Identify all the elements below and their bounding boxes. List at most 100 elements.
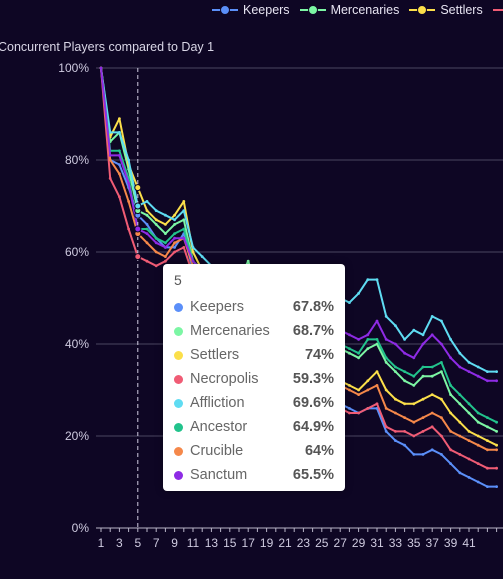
data-point-sanctum xyxy=(99,66,103,70)
data-point-crucible xyxy=(357,393,360,396)
data-point-settlers xyxy=(458,420,462,424)
tooltip-row: Keepers 67.8% xyxy=(174,295,334,319)
data-point-mercenaries xyxy=(412,384,416,387)
data-point-affliction xyxy=(421,333,425,337)
data-point-necropolis xyxy=(384,425,388,429)
data-point-keepers xyxy=(476,480,480,484)
data-point-affliction xyxy=(458,351,462,355)
data-point-settlers xyxy=(394,397,397,401)
data-point-crucible xyxy=(430,411,434,415)
crosshair xyxy=(134,68,142,528)
data-point-sanctum xyxy=(384,338,388,341)
data-point-sanctum xyxy=(421,342,425,346)
data-point-sanctum xyxy=(127,181,130,185)
data-point-affliction xyxy=(173,218,177,222)
tooltip-series-value: 67.8% xyxy=(292,299,334,315)
data-point-ancestor xyxy=(440,361,443,364)
data-point-crucible xyxy=(348,388,351,392)
data-point-affliction xyxy=(449,338,452,341)
data-point-settlers xyxy=(495,443,498,447)
data-point-keepers xyxy=(458,471,462,475)
legend-item-partial[interactable] xyxy=(492,4,503,16)
legend-item-settlers[interactable]: Settlers xyxy=(409,3,483,17)
data-point-ancestor xyxy=(357,351,360,355)
crosshair-marker-necropolis xyxy=(134,253,142,261)
data-point-settlers xyxy=(430,393,434,396)
data-point-necropolis xyxy=(458,453,462,456)
x-tick-label: 1 xyxy=(98,536,105,550)
data-point-mercenaries xyxy=(486,425,489,429)
data-point-affliction xyxy=(145,200,149,203)
data-point-settlers xyxy=(403,402,406,406)
y-tick-label: 20% xyxy=(65,429,89,443)
data-point-ancestor xyxy=(375,338,379,341)
data-point-settlers xyxy=(449,411,452,415)
tooltip-series-name: Ancestor xyxy=(190,419,248,435)
data-point-mercenaries xyxy=(246,259,250,263)
data-point-necropolis xyxy=(127,227,130,231)
data-point-affliction xyxy=(182,209,186,213)
data-point-crucible xyxy=(384,407,388,410)
y-tick-label: 100% xyxy=(58,61,89,75)
data-point-keepers xyxy=(384,430,388,433)
data-point-settlers xyxy=(384,388,388,392)
x-tick-label: 11 xyxy=(187,536,200,550)
chart-title: Concurrent Players compared to Day 1 xyxy=(0,40,215,54)
data-point-sanctum xyxy=(375,319,379,323)
data-point-necropolis xyxy=(182,246,186,249)
data-point-sanctum xyxy=(191,259,195,263)
x-tick-label: 23 xyxy=(297,536,311,550)
data-point-sanctum xyxy=(449,356,452,360)
tooltip-series-name: Affliction xyxy=(190,395,245,411)
data-point-sanctum xyxy=(403,351,406,355)
data-point-sanctum xyxy=(173,236,177,240)
x-tick-label: 35 xyxy=(407,536,421,550)
legend-swatch-icon xyxy=(409,4,436,16)
x-tick-label: 9 xyxy=(171,536,178,550)
x-tick-label: 13 xyxy=(205,536,219,550)
data-point-mercenaries xyxy=(403,379,406,383)
data-point-settlers xyxy=(164,223,167,226)
x-tick-label: 31 xyxy=(370,536,384,550)
data-point-mercenaries xyxy=(173,223,177,226)
data-point-crucible xyxy=(495,448,498,452)
data-point-crucible xyxy=(421,416,425,419)
data-point-keepers xyxy=(412,453,416,456)
x-tick-label: 41 xyxy=(462,536,476,550)
chart-legend: Keepers Mercenaries Settlers xyxy=(212,2,503,18)
data-point-sanctum xyxy=(430,333,434,337)
tooltip-series-value: 59.3% xyxy=(292,371,334,387)
data-point-ancestor xyxy=(154,236,158,240)
data-point-settlers xyxy=(375,370,379,373)
data-point-affliction xyxy=(467,361,471,364)
legend-label: Settlers xyxy=(440,3,483,17)
data-point-ancestor xyxy=(348,347,351,350)
legend-item-mercenaries[interactable]: Mercenaries xyxy=(299,3,399,17)
data-point-necropolis xyxy=(495,466,498,470)
data-point-necropolis xyxy=(154,264,158,268)
data-point-necropolis xyxy=(440,434,443,438)
crosshair-marker-sanctum xyxy=(134,225,142,233)
data-point-affliction xyxy=(191,246,195,249)
data-point-crucible xyxy=(108,158,112,162)
data-point-affliction xyxy=(476,365,480,369)
data-point-sanctum xyxy=(394,342,397,346)
tooltip-series-value: 64% xyxy=(304,443,334,459)
data-point-necropolis xyxy=(394,430,397,433)
data-point-ancestor xyxy=(412,374,416,378)
tooltip-series-value: 64.9% xyxy=(292,419,334,435)
data-point-affliction xyxy=(486,370,489,373)
data-point-necropolis xyxy=(421,430,425,433)
data-point-affliction xyxy=(348,301,351,304)
tooltip-series-value: 68.7% xyxy=(292,323,334,339)
data-point-sanctum xyxy=(118,154,121,157)
legend-item-keepers[interactable]: Keepers xyxy=(212,3,290,17)
data-point-ancestor xyxy=(118,149,121,153)
data-point-necropolis xyxy=(348,411,351,415)
data-point-mercenaries xyxy=(440,370,443,373)
data-point-mercenaries xyxy=(458,402,462,406)
data-point-settlers xyxy=(182,200,186,203)
x-tick-label: 33 xyxy=(389,536,403,550)
data-point-mercenaries xyxy=(495,430,498,433)
tooltip-series-name: Sanctum xyxy=(190,467,248,483)
